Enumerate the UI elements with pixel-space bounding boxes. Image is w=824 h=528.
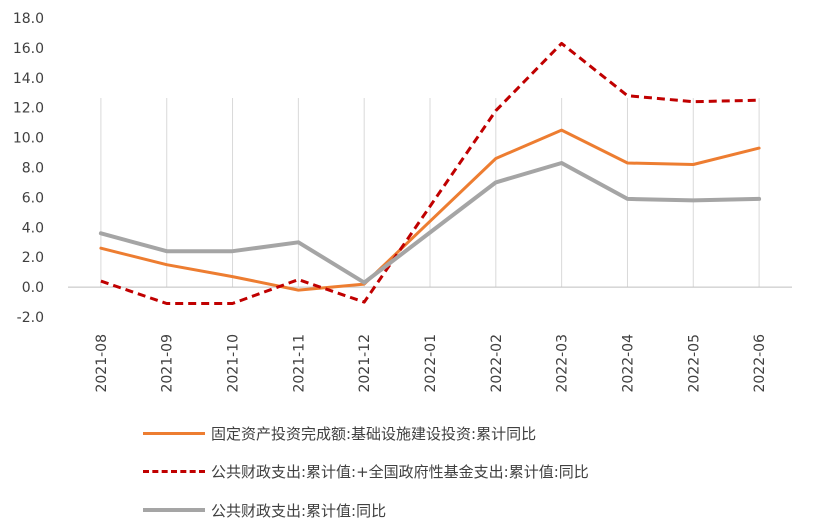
y-tick-label: 8.0 xyxy=(22,161,44,177)
series-line-2 xyxy=(98,161,762,285)
x-tick-label-2021-09: 2021-09 xyxy=(160,334,176,393)
legend-swatch-fiscal xyxy=(143,508,205,512)
y-tick-label: 6.0 xyxy=(22,190,44,206)
y-tick-label: -2.0 xyxy=(17,310,44,326)
legend-item-infrastructure: 固定资产投资完成额:基础设施建设投资:累计同比 xyxy=(143,418,536,448)
legend-item-fiscal: 公共财政支出:累计值:同比 xyxy=(143,495,386,525)
series-line-1 xyxy=(100,41,760,305)
x-tick-label-2021-08: 2021-08 xyxy=(94,334,110,393)
series-lines xyxy=(98,41,762,305)
x-tick-label-2022-06: 2022-06 xyxy=(752,334,768,393)
y-tick-label: 10.0 xyxy=(13,131,44,147)
y-tick-label: 12.0 xyxy=(13,101,44,117)
x-tick-label-2021-11: 2021-11 xyxy=(291,334,307,393)
legend-swatch-fiscal-plus-fund xyxy=(143,469,205,473)
legend-item-fiscal-plus-fund: 公共财政支出:累计值:+全国政府性基金支出:累计值:同比 xyxy=(143,456,589,486)
x-tick-label-2022-05: 2022-05 xyxy=(686,334,702,393)
x-axis: 2021-08 2021-09 2021-10 2021-11 2021-12 2022-… xyxy=(68,286,792,393)
legend-label-fiscal: 公共财政支出:累计值:同比 xyxy=(211,501,387,520)
x-tick-label-2022-02: 2022-02 xyxy=(489,334,505,393)
x-tick-label-2022-03: 2022-03 xyxy=(555,334,571,393)
vertical-gridlines xyxy=(100,98,760,288)
legend-swatch-infrastructure xyxy=(143,431,205,435)
y-tick-label: 4.0 xyxy=(22,220,44,236)
y-tick-label: 2.0 xyxy=(22,250,44,266)
y-tick-label: 18.0 xyxy=(13,11,44,27)
series-line-0 xyxy=(99,128,761,292)
y-tick-label: 16.0 xyxy=(13,41,44,57)
x-tick-label-2021-10: 2021-10 xyxy=(226,334,242,393)
legend-label-infrastructure: 固定资产投资完成额:基础设施建设投资:累计同比 xyxy=(211,424,537,443)
y-tick-label: 14.0 xyxy=(13,71,44,87)
x-tick-label-2022-01: 2022-01 xyxy=(423,334,439,393)
x-tick-label-2022-04: 2022-04 xyxy=(620,334,636,393)
y-tick-label: 0.0 xyxy=(22,280,44,296)
y-axis: 18.0 16.0 14.0 12.0 10.0 8.0 6.0 4.0 2.0 0.0 -2.0 xyxy=(13,11,44,326)
x-tick-label-2021-12: 2021-12 xyxy=(357,334,373,393)
legend-label-fiscal-plus-fund: 公共财政支出:累计值:+全国政府性基金支出:累计值:同比 xyxy=(211,462,589,481)
